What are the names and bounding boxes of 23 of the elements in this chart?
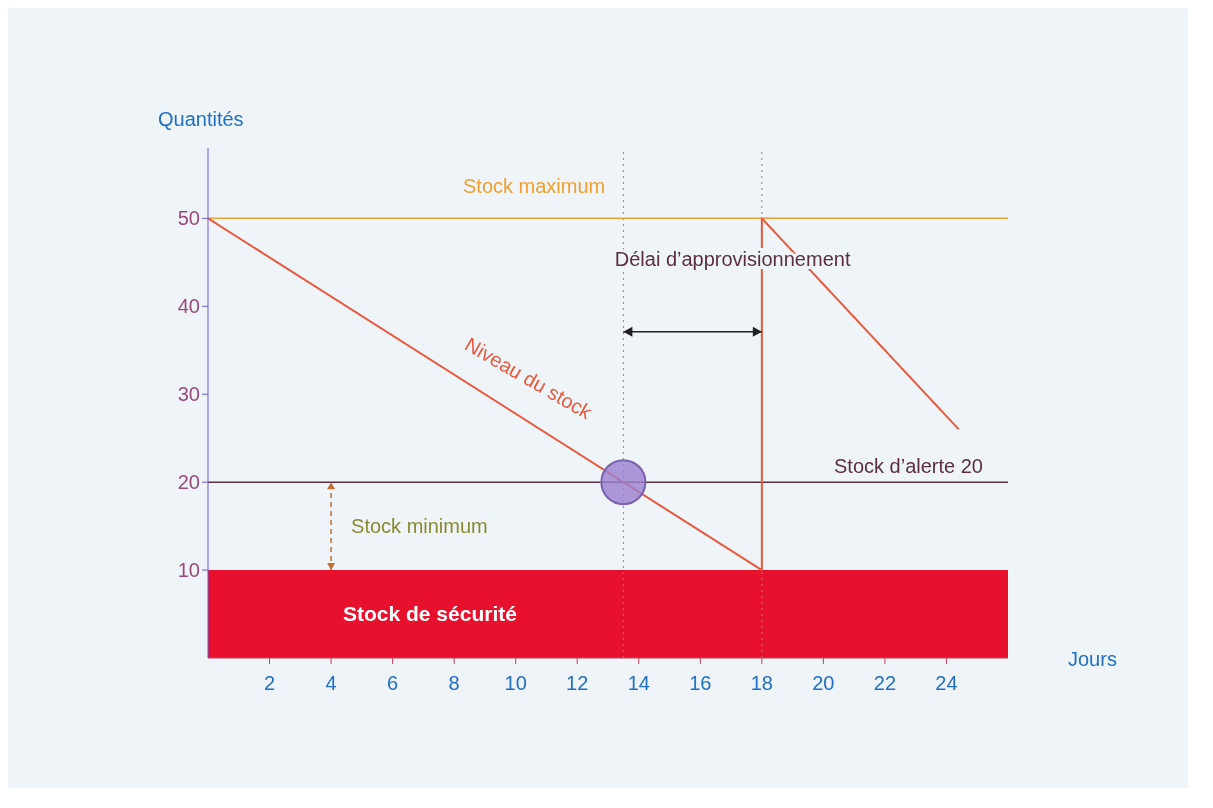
x-tick-label: 8 — [448, 672, 460, 695]
annotation: Stock minimum — [351, 515, 488, 538]
x-tick-label: 12 — [566, 672, 589, 695]
y-tick-label: 30 — [177, 383, 200, 406]
x-tick-label: 24 — [935, 672, 958, 695]
x-axis-title: Jours — [1068, 648, 1117, 671]
y-tick-label: 10 — [177, 559, 200, 582]
y-tick-label: 20 — [177, 471, 200, 494]
x-tick-label: 6 — [387, 672, 399, 695]
y-tick-label: 50 — [177, 207, 200, 230]
y-tick-label: 40 — [177, 295, 200, 318]
x-tick-label: 18 — [750, 672, 773, 695]
x-tick-label: 4 — [325, 672, 337, 695]
x-tick-label: 20 — [812, 672, 835, 695]
x-tick-label: 14 — [627, 672, 650, 695]
x-tick-label: 16 — [689, 672, 712, 695]
ref-line-label: Stock d’alerte 20 — [834, 455, 983, 478]
x-tick-label: 10 — [504, 672, 527, 695]
x-tick-label: 2 — [263, 672, 276, 695]
band-label: Stock de sécurité — [343, 602, 517, 626]
y-axis-title: Quantités — [158, 108, 244, 131]
x-tick-label: 22 — [873, 672, 897, 695]
ref-line-label: Stock maximum — [463, 174, 606, 197]
